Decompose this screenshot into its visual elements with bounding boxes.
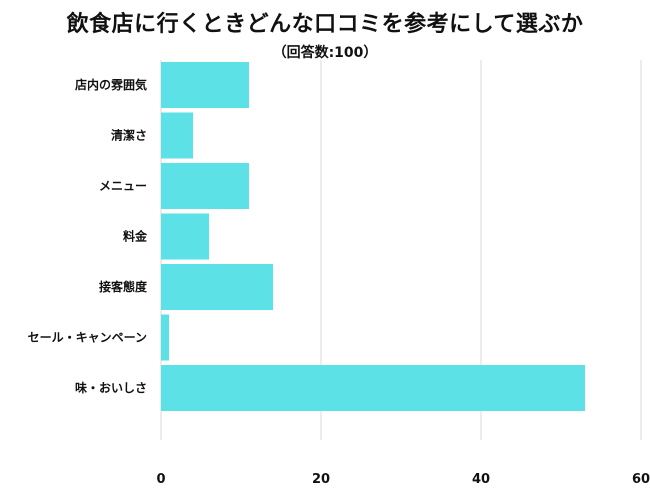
bar	[161, 213, 209, 260]
category-label: メニュー	[99, 179, 147, 193]
x-tick-label: 20	[312, 472, 330, 487]
x-tick-label: 0	[156, 472, 165, 487]
x-tick-label: 60	[632, 472, 650, 487]
bar	[161, 163, 249, 209]
bars	[161, 62, 585, 411]
category-label: セール・キャンペーン	[28, 331, 147, 345]
category-label: 味・おいしさ	[75, 380, 147, 395]
category-label: 料金	[123, 229, 148, 244]
x-tick-label: 40	[472, 472, 490, 487]
bar	[161, 62, 249, 108]
category-label: 清潔さ	[111, 128, 147, 143]
x-axis-ticks: 0 20 40 60	[156, 472, 650, 487]
category-label: 接客態度	[99, 279, 148, 294]
bar	[161, 314, 169, 361]
chart-title: 飲食店に行くときどんな口コミを参考にして選ぶか	[66, 12, 584, 37]
chart-subtitle: （回答数:100）	[272, 45, 378, 61]
bar	[161, 264, 273, 310]
bar	[161, 365, 585, 411]
bar	[161, 112, 193, 159]
category-label: 店内の雰囲気	[75, 77, 147, 92]
